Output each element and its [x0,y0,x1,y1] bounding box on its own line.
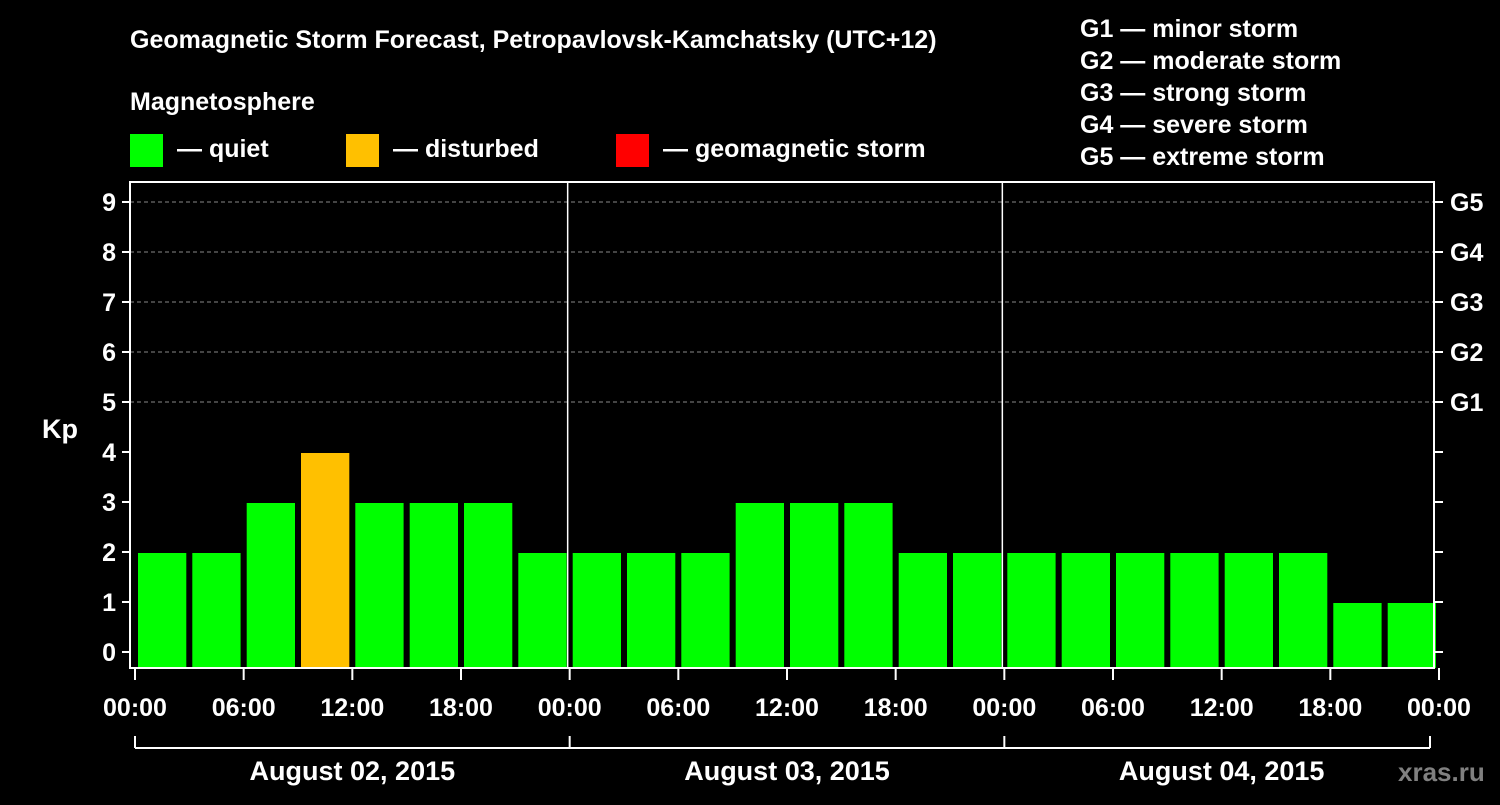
storm-level-label-g2: G2 [1450,339,1483,367]
x-axis: 00:00 06:00 12:00 18:00 00:00 06:00 12:00 18:00… [103,668,1471,722]
day-axis: August 02, 2015 August 03, 2015 August 04,… [134,736,1431,786]
bar-21 [1279,553,1328,668]
x-tick-label-8: 00:00 [972,694,1036,722]
watermark: xras.ru [1398,757,1485,787]
x-tick-label-1: 06:00 [212,694,276,722]
y-tick-label-8: 8 [102,239,116,267]
x-tick-label-10: 12:00 [1190,694,1254,722]
x-tick-label-9: 06:00 [1081,694,1145,722]
bar-16 [1007,553,1056,668]
bar-12 [790,503,839,668]
legend-label-quiet: — quiet [177,135,269,163]
storm-level-axis: G1 G2 G3 G4 G5 [1434,189,1483,653]
x-tick-label-12: 00:00 [1407,694,1471,722]
x-tick-label-3: 18:00 [429,694,493,722]
legend-label-storm: — geomagnetic storm [663,135,926,163]
y-axis: 0 1 2 3 4 5 6 7 8 9 [102,189,130,667]
x-tick-label-2: 12:00 [320,694,384,722]
bars [138,453,1436,668]
y-tick-label-4: 4 [102,439,116,467]
y-tick-label-7: 7 [102,289,116,317]
bar-4 [355,503,404,668]
bar-20 [1224,553,1273,668]
bar-11 [735,503,784,668]
plot-frame [129,181,1435,669]
storm-level-label-g3: G3 [1450,289,1483,317]
bar-3 [301,453,350,668]
scale-legend-g3: G3 — strong storm [1080,79,1306,107]
day-label-1: August 03, 2015 [684,756,890,786]
y-tick-label-6: 6 [102,339,116,367]
y-tick-label-3: 3 [102,489,116,517]
legend-swatch-disturbed [346,134,379,167]
legend-label-disturbed: — disturbed [393,135,539,163]
legend-title: Magnetosphere [130,88,315,116]
bar-15 [953,553,1002,668]
scale-legend-g5: G5 — extreme storm [1080,143,1325,171]
x-tick-label-6: 12:00 [755,694,819,722]
y-tick-label-2: 2 [102,539,116,567]
y-tick-label-1: 1 [102,589,116,617]
bar-23 [1387,603,1436,668]
bar-10 [681,553,730,668]
scale-legend-g2: G2 — moderate storm [1080,47,1341,75]
chart-title: Geomagnetic Storm Forecast, Petropavlovs… [130,26,937,54]
plot-border [129,181,1435,669]
storm-scale-legend: G1 — minor storm G2 — moderate storm G3 … [1080,15,1341,171]
x-tick-label-7: 18:00 [864,694,928,722]
bar-17 [1061,553,1110,668]
y-tick-label-5: 5 [102,389,116,417]
x-tick-label-11: 18:00 [1298,694,1362,722]
scale-legend-g4: G4 — severe storm [1080,111,1308,139]
day-label-2: August 04, 2015 [1119,756,1325,786]
bar-18 [1116,553,1165,668]
y-axis-label: Kp [42,414,78,444]
legend-swatch-quiet [130,134,163,167]
bar-14 [898,553,947,668]
bar-22 [1333,603,1382,668]
y-tick-label-0: 0 [102,639,116,667]
day-label-0: August 02, 2015 [250,756,456,786]
bar-5 [409,503,458,668]
x-tick-label-4: 00:00 [538,694,602,722]
bar-2 [246,503,295,668]
x-tick-label-0: 00:00 [103,694,167,722]
bar-19 [1170,553,1219,668]
storm-level-label-g4: G4 [1450,239,1483,267]
y-tick-label-9: 9 [102,189,116,217]
bar-7 [518,553,567,668]
grid-lines [130,201,1434,403]
storm-level-label-g5: G5 [1450,189,1483,217]
x-tick-label-5: 06:00 [646,694,710,722]
storm-level-label-g1: G1 [1450,389,1483,417]
bar-0 [138,553,187,668]
legend: Magnetosphere — quiet — disturbed — geom… [130,88,926,167]
bar-6 [464,503,513,668]
bar-13 [844,503,893,668]
bar-8 [572,553,621,668]
scale-legend-g1: G1 — minor storm [1080,15,1298,43]
bar-1 [192,553,241,668]
bar-9 [627,553,676,668]
legend-swatch-storm [616,134,649,167]
